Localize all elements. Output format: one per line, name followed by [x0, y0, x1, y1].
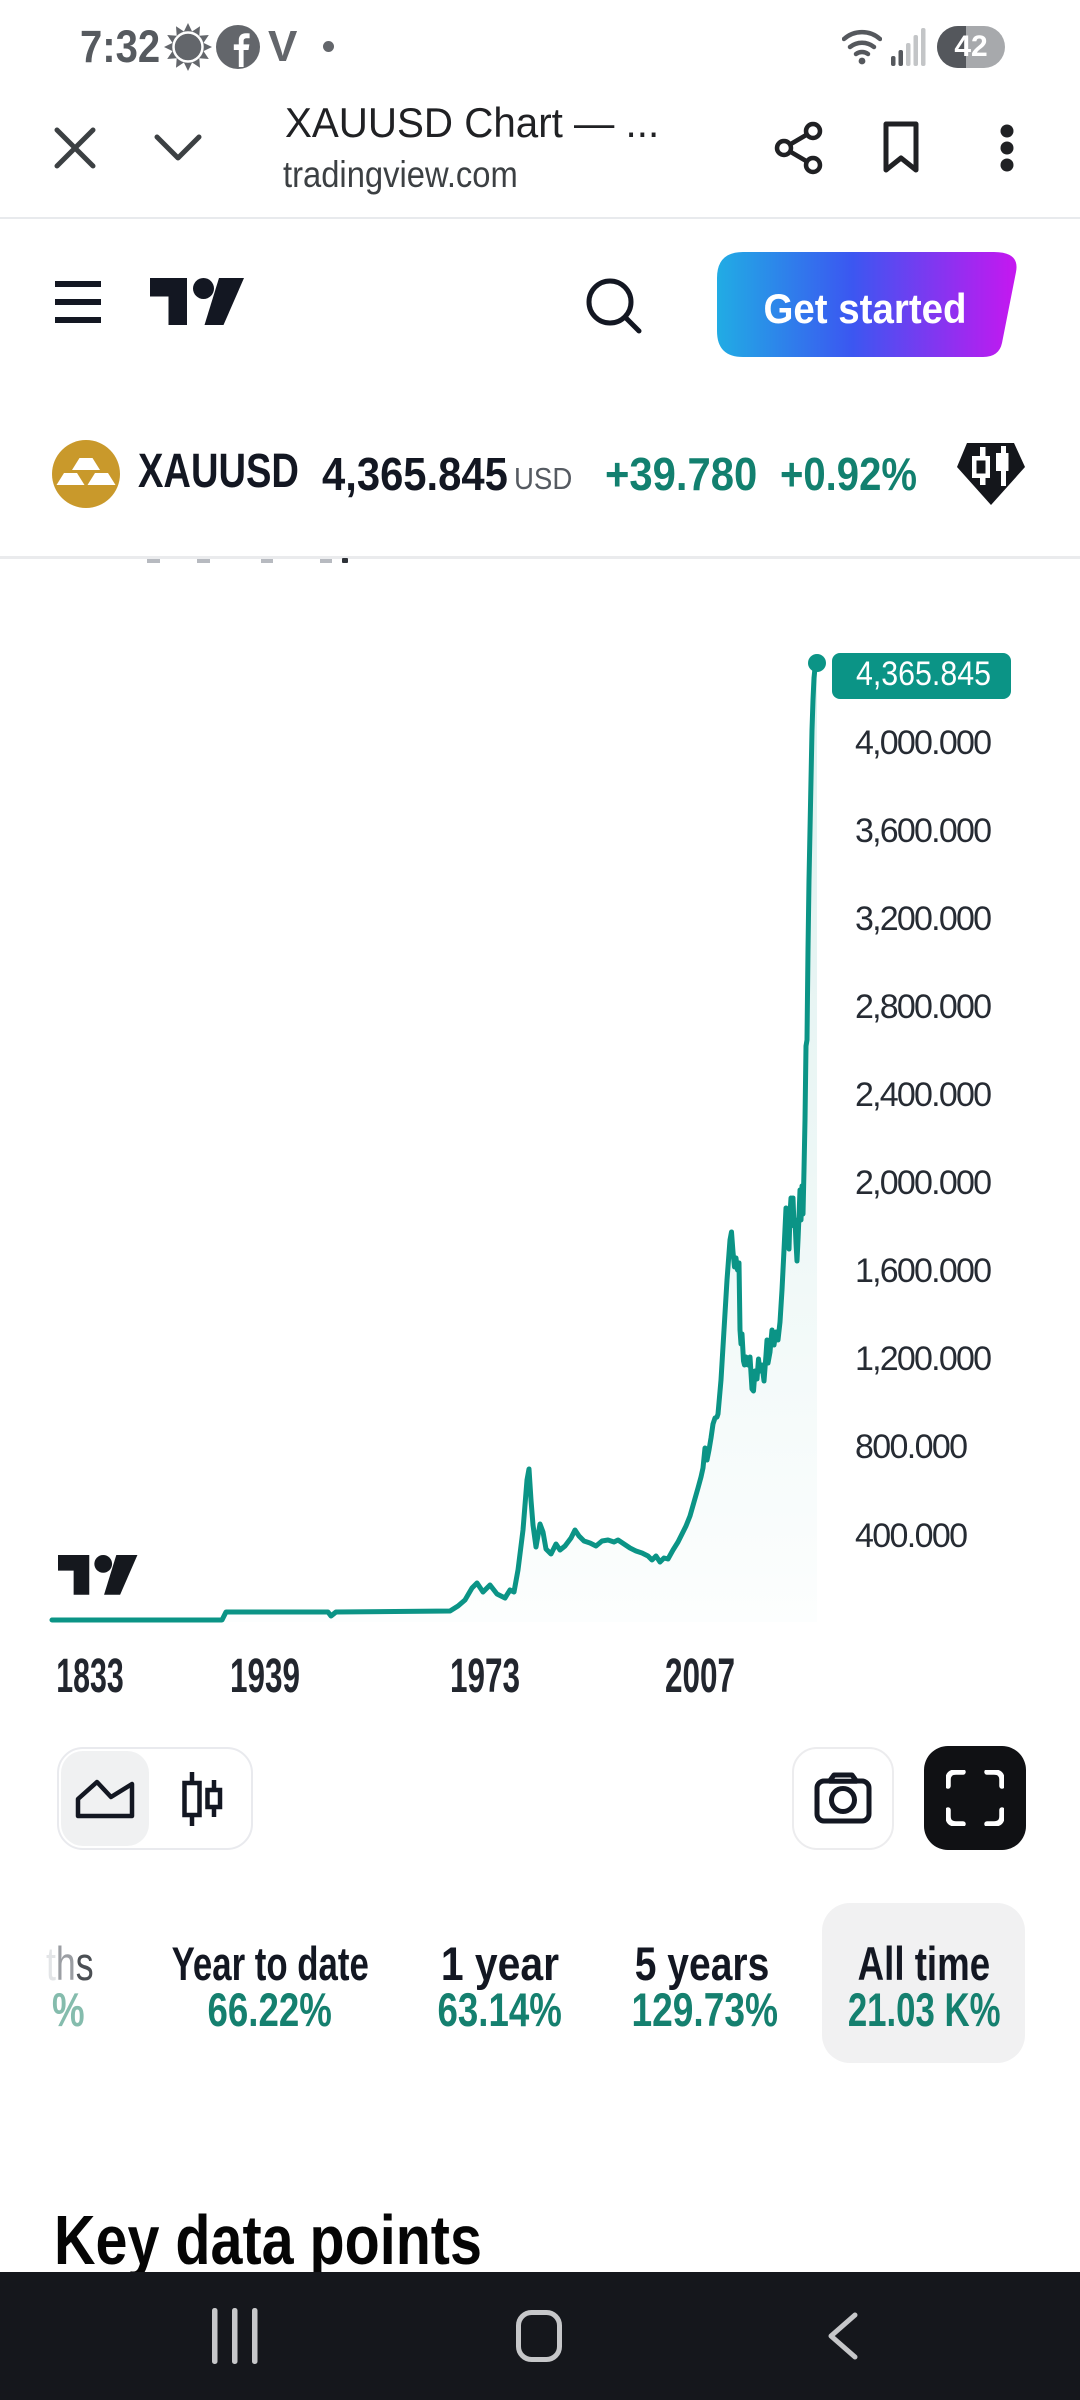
svg-text:1,200.000: 1,200.000 — [855, 1340, 992, 1378]
svg-text:1973: 1973 — [450, 1648, 520, 1702]
svg-text:1,600.000: 1,600.000 — [855, 1252, 992, 1290]
svg-text:2,800.000: 2,800.000 — [855, 988, 992, 1026]
svg-text:400.000: 400.000 — [855, 1517, 968, 1555]
svg-text:2,000.000: 2,000.000 — [855, 1164, 992, 1202]
svg-text:4,365.845: 4,365.845 — [856, 655, 991, 693]
svg-text:Get started: Get started — [764, 285, 967, 332]
svg-text:800.000: 800.000 — [855, 1428, 968, 1466]
svg-text:3,200.000: 3,200.000 — [855, 900, 992, 938]
svg-text:2,400.000: 2,400.000 — [855, 1076, 992, 1114]
svg-text:3,600.000: 3,600.000 — [855, 812, 992, 850]
svg-text:4,000.000: 4,000.000 — [855, 724, 992, 762]
svg-text:1833: 1833 — [56, 1649, 123, 1703]
svg-text:2007: 2007 — [665, 1648, 735, 1702]
svg-text:1939: 1939 — [230, 1648, 300, 1702]
